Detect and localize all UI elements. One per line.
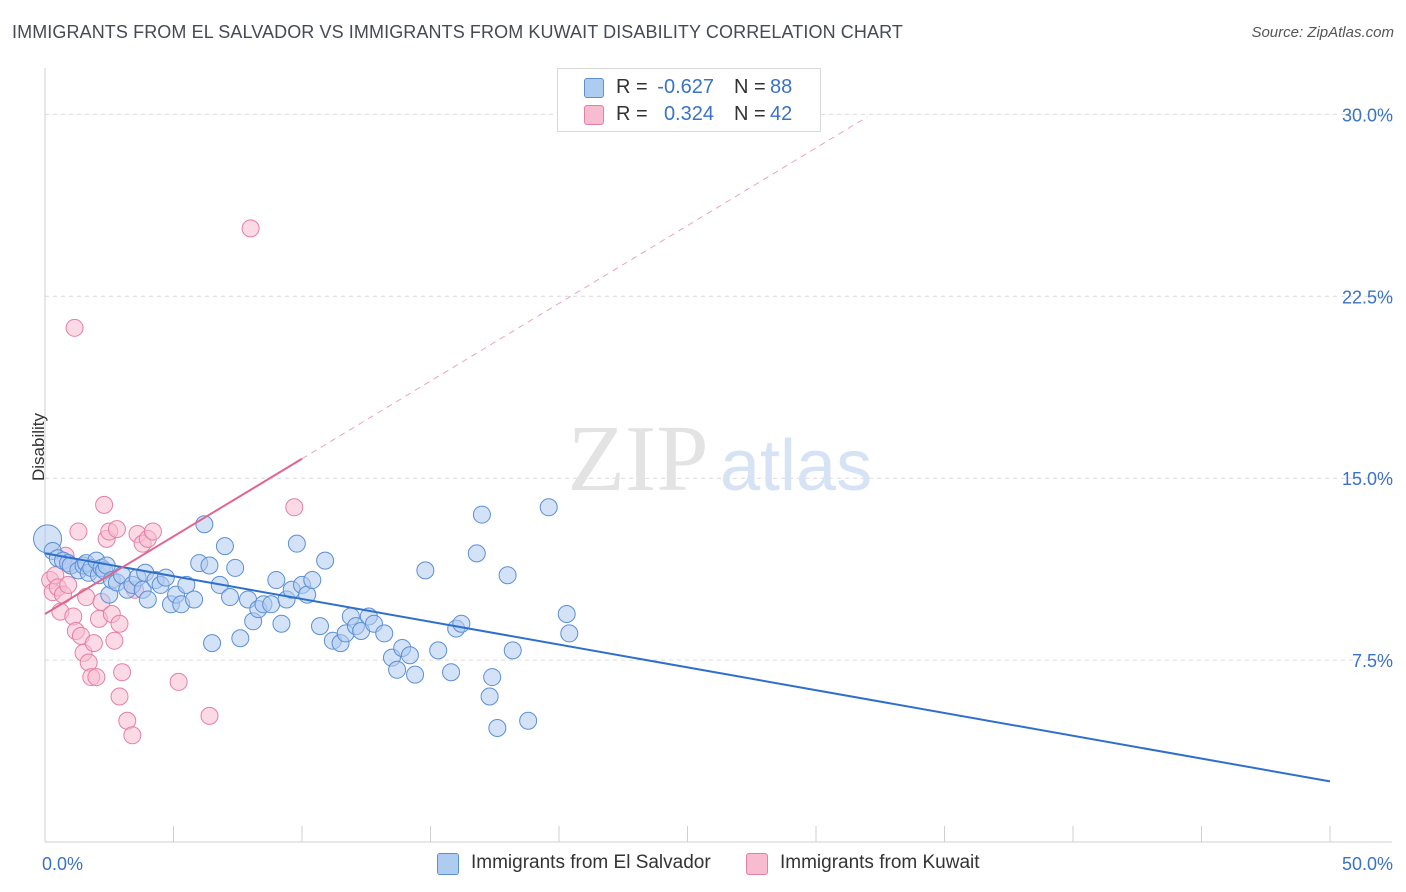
- el-salvador-point: [221, 588, 240, 607]
- y-tick-label: 15.0%: [1342, 469, 1393, 489]
- el-salvador-point: [498, 566, 517, 585]
- kuwait-point: [169, 672, 188, 691]
- r-value: 0.324: [663, 103, 714, 125]
- gridlines: [45, 113, 1392, 661]
- y-tick-label: 22.5%: [1342, 287, 1393, 307]
- kuwait-point: [241, 219, 260, 238]
- kuwait-point: [123, 726, 142, 745]
- x-tick-label: 0.0%: [42, 854, 83, 874]
- el-salvador-point: [472, 505, 491, 524]
- n-value: 88: [770, 76, 793, 98]
- series-legend: Immigrants from El Salvador Immigrants f…: [437, 852, 1010, 878]
- el-salvador-point: [539, 498, 558, 517]
- el-salvador-point: [503, 641, 522, 660]
- kuwait-point: [77, 588, 96, 607]
- r-label: R =: [616, 76, 648, 98]
- el-salvador-point: [388, 660, 407, 679]
- kuwait-point: [69, 522, 88, 541]
- el-salvador-point: [406, 665, 425, 684]
- y-tick-label: 7.5%: [1352, 651, 1393, 671]
- kuwait-point: [87, 668, 106, 687]
- x-tick-label: 50.0%: [1342, 854, 1393, 874]
- kuwait-point: [65, 318, 84, 337]
- chart-title: IMMIGRANTS FROM EL SALVADOR VS IMMIGRANT…: [12, 22, 903, 42]
- correlation-legend: R = -0.627 N = 88 R = 0.324 N = 42: [557, 68, 821, 132]
- el-salvador-point: [177, 575, 196, 594]
- r-value: -0.627: [657, 76, 714, 98]
- el-salvador-point: [480, 687, 499, 706]
- n-value: 42: [770, 103, 793, 125]
- kuwait-point: [110, 614, 129, 633]
- tick-labels: 7.5% 15.0% 22.5% 30.0% 0.0% 50.0%: [42, 105, 1393, 874]
- kuwait-point: [107, 520, 126, 539]
- axes: [44, 68, 1392, 843]
- el-salvador-point: [287, 534, 306, 553]
- legend-label: Immigrants from Kuwait: [779, 852, 980, 873]
- kuwait-point: [143, 522, 162, 541]
- r-label: R =: [616, 103, 648, 125]
- el-salvador-point: [203, 634, 222, 653]
- kuwait-point: [59, 575, 78, 594]
- el-salvador-point: [226, 558, 245, 577]
- legend-row-el-salvador: R = -0.627 N = 88: [558, 74, 820, 102]
- el-salvador-point: [138, 590, 157, 609]
- source-credit: Source: ZipAtlas.com: [1251, 24, 1394, 41]
- kuwait-point: [84, 634, 103, 653]
- el-salvador-point: [310, 617, 329, 636]
- el-salvador-point: [557, 605, 576, 624]
- watermark-atlas: atlas: [720, 426, 872, 506]
- el-salvador-trend-line: [44, 552, 1331, 783]
- el-salvador-point: [267, 571, 286, 590]
- el-salvador-point: [488, 719, 507, 738]
- kuwait-point: [95, 495, 114, 514]
- el-salvador-point: [452, 614, 471, 633]
- kuwait-point: [285, 498, 304, 517]
- watermark-zip: ZIP: [568, 407, 709, 511]
- el-salvador-point: [400, 646, 419, 665]
- kuwait-trend-extension: [301, 116, 868, 460]
- el-salvador-point: [200, 556, 219, 575]
- y-axis-label: Disability: [29, 412, 48, 481]
- el-salvador-point: [442, 663, 461, 682]
- pink-swatch-icon: [584, 105, 604, 125]
- el-salvador-point: [185, 590, 204, 609]
- n-label: N =: [734, 103, 766, 125]
- kuwait-point: [113, 663, 132, 682]
- kuwait-trend-line: [44, 457, 303, 615]
- el-salvador-point: [303, 571, 322, 590]
- el-salvador-point: [215, 537, 234, 556]
- legend-item-el-salvador: Immigrants from El Salvador: [437, 852, 711, 875]
- kuwait-point: [200, 706, 219, 725]
- legend-label: Immigrants from El Salvador: [471, 852, 711, 873]
- el-salvador-points: [33, 498, 579, 738]
- legend-item-kuwait: Immigrants from Kuwait: [745, 852, 980, 875]
- el-salvador-point: [156, 568, 175, 587]
- el-salvador-point: [560, 624, 579, 643]
- el-salvador-point: [375, 624, 394, 643]
- el-salvador-point: [272, 614, 291, 633]
- el-salvador-point: [429, 641, 448, 660]
- el-salvador-point: [416, 561, 435, 580]
- legend-row-kuwait: R = 0.324 N = 42: [558, 101, 820, 129]
- el-salvador-point: [231, 629, 250, 648]
- blue-swatch-icon: [437, 853, 459, 875]
- blue-swatch-icon: [584, 78, 604, 98]
- el-salvador-point: [262, 595, 281, 614]
- el-salvador-point: [316, 551, 335, 570]
- el-salvador-point: [519, 711, 538, 730]
- pink-swatch-icon: [745, 853, 768, 875]
- y-tick-label: 30.0%: [1342, 105, 1393, 125]
- kuwait-point: [105, 631, 124, 650]
- trend-lines: [44, 116, 1331, 783]
- el-salvador-point: [467, 544, 486, 563]
- el-salvador-point: [483, 668, 502, 687]
- kuwait-point: [110, 687, 129, 706]
- n-label: N =: [734, 76, 766, 98]
